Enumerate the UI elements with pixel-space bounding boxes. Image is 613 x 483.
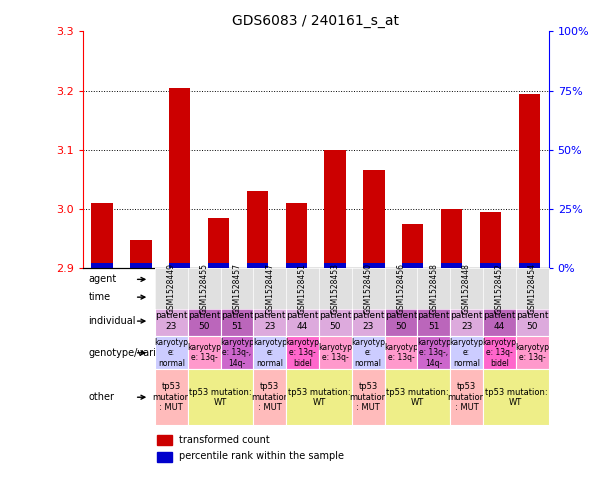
Text: patient
51: patient 51 xyxy=(417,312,450,331)
Text: GSM1528454: GSM1528454 xyxy=(528,263,537,314)
Text: karyotyp
e: 13q-
bidel: karyotyp e: 13q- bidel xyxy=(482,338,516,368)
Text: karyotyp
e: 13q-: karyotyp e: 13q- xyxy=(516,343,549,362)
Bar xyxy=(441,263,462,268)
Bar xyxy=(364,170,384,263)
Bar xyxy=(247,263,268,268)
Text: patient
50: patient 50 xyxy=(516,312,549,331)
Text: GSM1528455: GSM1528455 xyxy=(200,263,208,314)
Text: GSM1528447: GSM1528447 xyxy=(265,263,274,314)
Bar xyxy=(480,212,501,263)
Bar xyxy=(131,240,151,263)
Text: GSM1528457: GSM1528457 xyxy=(232,263,242,314)
Text: patient
50: patient 50 xyxy=(188,312,221,331)
Text: karyotyp
e: 13q-: karyotyp e: 13q- xyxy=(384,343,418,362)
Text: patient
23: patient 23 xyxy=(451,312,483,331)
Bar xyxy=(286,203,307,263)
Bar xyxy=(324,150,346,263)
Text: GSM1528448: GSM1528448 xyxy=(462,263,471,314)
Text: tp53
mutation
: MUT: tp53 mutation : MUT xyxy=(447,383,485,412)
Text: GSM1528450: GSM1528450 xyxy=(364,263,373,314)
Bar xyxy=(286,263,307,268)
Text: karyotyp
e:
normal: karyotyp e: normal xyxy=(253,338,287,368)
Text: BV6: BV6 xyxy=(243,274,264,284)
Text: tp53
mutation
: MUT: tp53 mutation : MUT xyxy=(349,383,387,412)
Text: other: other xyxy=(88,392,115,402)
Bar xyxy=(247,191,268,263)
Text: patient
23: patient 23 xyxy=(254,312,286,331)
Text: patient
23: patient 23 xyxy=(155,312,188,331)
Bar xyxy=(208,218,229,263)
Text: karyotyp
e:
normal: karyotyp e: normal xyxy=(351,338,385,368)
Text: percentile rank within the sample: percentile rank within the sample xyxy=(178,451,344,461)
Text: patient
44: patient 44 xyxy=(286,312,319,331)
Text: hour 4: hour 4 xyxy=(186,292,223,302)
Text: karyotyp
e: 13q-
bidel: karyotyp e: 13q- bidel xyxy=(286,338,319,368)
Bar xyxy=(519,94,540,263)
Text: agent: agent xyxy=(88,274,117,284)
Bar xyxy=(402,224,424,263)
Bar xyxy=(208,263,229,268)
Text: karyotyp
e: 13q-,
14q-: karyotyp e: 13q-, 14q- xyxy=(220,338,254,368)
Text: patient
50: patient 50 xyxy=(319,312,352,331)
Text: GSM1528449: GSM1528449 xyxy=(167,263,176,314)
Text: time: time xyxy=(88,292,111,302)
Bar xyxy=(441,209,462,263)
Text: karyotyp
e: 13q-: karyotyp e: 13q- xyxy=(318,343,352,362)
Bar xyxy=(364,263,384,268)
Bar xyxy=(169,87,191,263)
Bar xyxy=(402,263,424,268)
Text: hour 4: hour 4 xyxy=(383,292,419,302)
Bar xyxy=(169,263,191,268)
Text: patient
50: patient 50 xyxy=(385,312,417,331)
Bar xyxy=(158,452,172,462)
Text: DMSO control: DMSO control xyxy=(412,274,489,284)
Text: GSM1528452: GSM1528452 xyxy=(495,263,504,314)
Text: patient
51: patient 51 xyxy=(221,312,253,331)
Text: hour 20: hour 20 xyxy=(281,292,324,302)
Bar xyxy=(324,263,346,268)
Text: karyotyp
e:
normal: karyotyp e: normal xyxy=(449,338,484,368)
Text: GSM1528458: GSM1528458 xyxy=(429,263,438,314)
Text: transformed count: transformed count xyxy=(178,435,269,445)
Text: tp53 mutation:
WT: tp53 mutation: WT xyxy=(484,387,547,407)
Bar xyxy=(480,263,501,268)
Text: individual: individual xyxy=(88,316,136,326)
Text: tp53 mutation:
WT: tp53 mutation: WT xyxy=(189,387,252,407)
Text: karyotyp
e: 13q-: karyotyp e: 13q- xyxy=(187,343,221,362)
Bar xyxy=(131,263,151,268)
Text: GSM1528456: GSM1528456 xyxy=(397,263,406,314)
Text: patient
44: patient 44 xyxy=(483,312,516,331)
Bar xyxy=(158,435,172,445)
Text: karyotyp
e:
normal: karyotyp e: normal xyxy=(154,338,188,368)
Text: tp53
mutation
: MUT: tp53 mutation : MUT xyxy=(251,383,289,412)
Bar xyxy=(519,263,540,268)
Text: karyotyp
e: 13q-,
14q-: karyotyp e: 13q-, 14q- xyxy=(417,338,451,368)
Text: tp53
mutation
: MUT: tp53 mutation : MUT xyxy=(153,383,191,412)
Bar xyxy=(91,263,113,268)
Text: tp53 mutation:
WT: tp53 mutation: WT xyxy=(386,387,449,407)
Bar xyxy=(91,203,113,263)
Text: GSM1528453: GSM1528453 xyxy=(331,263,340,314)
Text: hour 20: hour 20 xyxy=(478,292,521,302)
Title: GDS6083 / 240161_s_at: GDS6083 / 240161_s_at xyxy=(232,14,399,28)
Text: patient
23: patient 23 xyxy=(352,312,384,331)
Text: genotype/variation: genotype/variation xyxy=(88,348,181,358)
Text: GSM1528451: GSM1528451 xyxy=(298,263,307,314)
Text: tp53 mutation:
WT: tp53 mutation: WT xyxy=(287,387,350,407)
